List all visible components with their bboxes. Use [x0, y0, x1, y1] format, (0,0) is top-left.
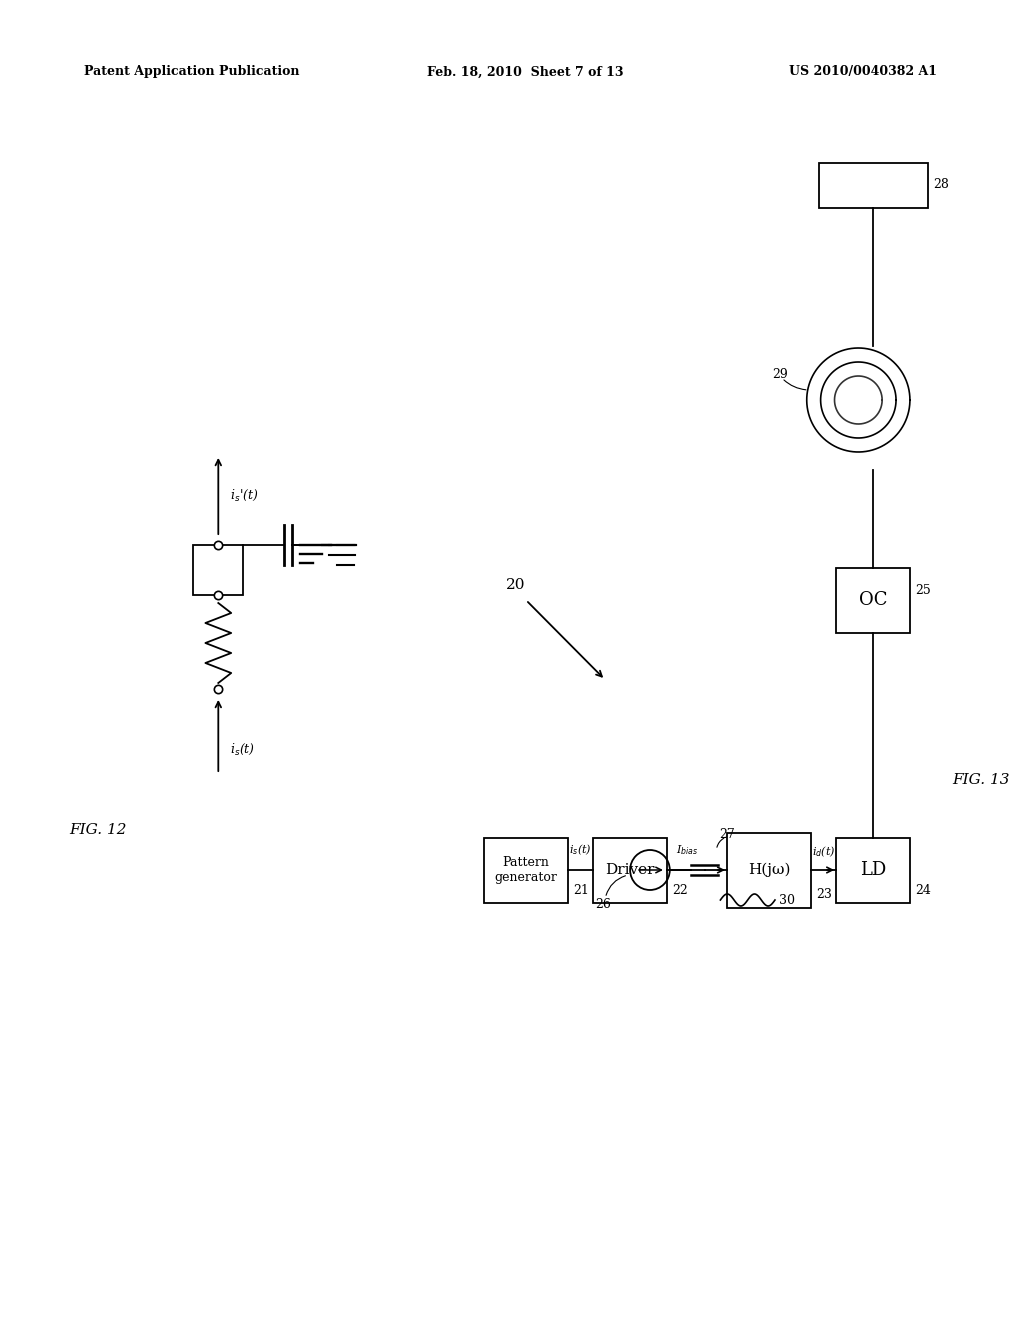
Text: 20: 20 — [506, 578, 525, 591]
Text: i$_s$(t): i$_s$(t) — [230, 742, 255, 756]
Text: LD: LD — [860, 861, 887, 879]
Text: US 2010/0040382 A1: US 2010/0040382 A1 — [788, 66, 937, 78]
Text: I$_{bias}$: I$_{bias}$ — [676, 843, 698, 857]
Text: 21: 21 — [573, 883, 589, 896]
Text: 25: 25 — [915, 583, 931, 597]
Text: OC: OC — [859, 591, 888, 609]
Text: i$_d$(t): i$_d$(t) — [812, 845, 836, 859]
Text: 28: 28 — [933, 178, 948, 191]
Text: 29: 29 — [772, 368, 787, 381]
Text: FIG. 12: FIG. 12 — [70, 822, 127, 837]
Text: H(jω): H(jω) — [748, 863, 791, 878]
Bar — [836, 568, 910, 632]
Text: Patent Application Publication: Patent Application Publication — [84, 66, 300, 78]
Text: 24: 24 — [915, 883, 931, 896]
Text: 22: 22 — [673, 883, 688, 896]
Bar — [194, 545, 243, 595]
Bar — [818, 162, 928, 207]
Text: i$_s$'(t): i$_s$'(t) — [230, 487, 259, 503]
Text: FIG. 13: FIG. 13 — [952, 774, 1010, 787]
Text: 23: 23 — [816, 888, 833, 902]
Text: 26: 26 — [595, 899, 611, 912]
Bar — [836, 837, 910, 903]
Bar — [593, 837, 668, 903]
Text: Pattern
generator: Pattern generator — [495, 855, 557, 884]
Text: 27: 27 — [720, 829, 735, 842]
Text: i$_s$(t): i$_s$(t) — [569, 842, 592, 857]
Bar — [483, 837, 568, 903]
Text: 30: 30 — [779, 894, 795, 907]
Text: Driver: Driver — [605, 863, 655, 876]
Bar — [727, 833, 811, 908]
Text: Feb. 18, 2010  Sheet 7 of 13: Feb. 18, 2010 Sheet 7 of 13 — [427, 66, 624, 78]
